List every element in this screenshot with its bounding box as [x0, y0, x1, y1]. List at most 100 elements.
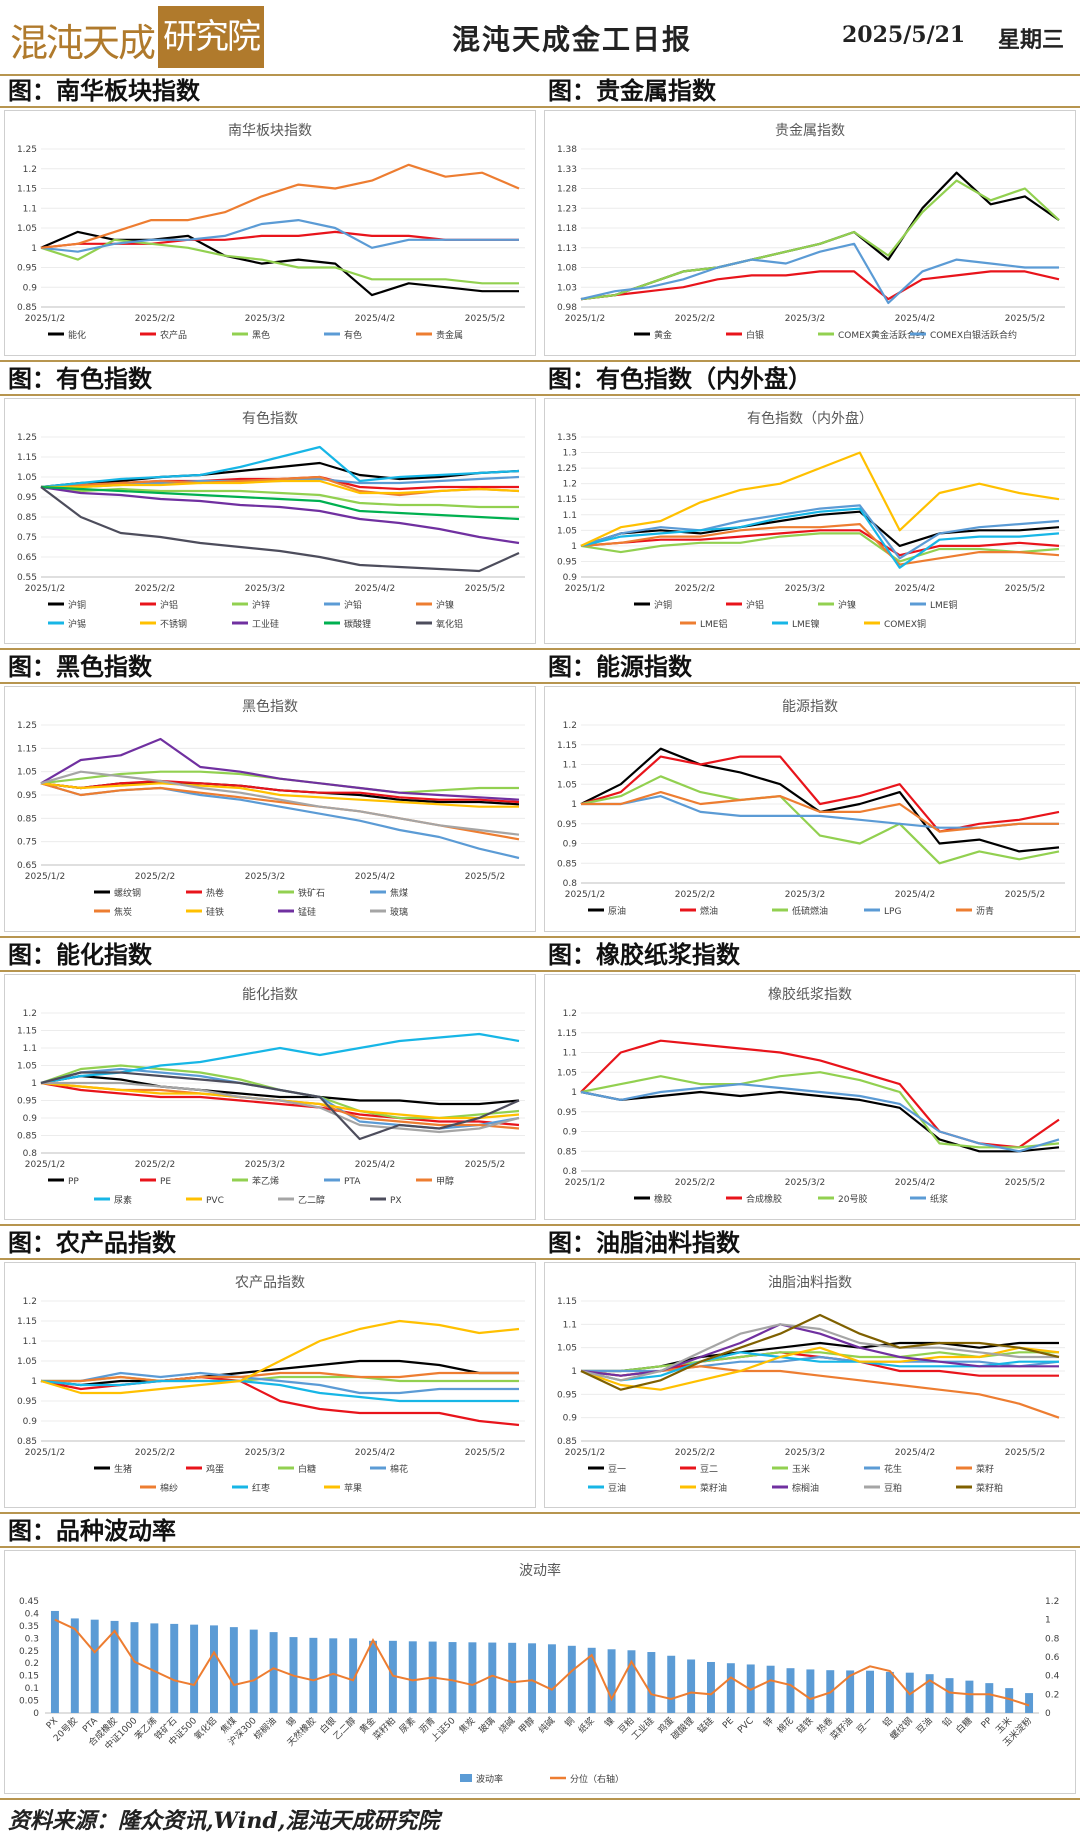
- chart-svg: 有色指数 0.55 0.65 0.75 0.85 0.95 1.05 1.15 1.25 2025…: [17, 410, 525, 630]
- bar-中证1000: [130, 1622, 139, 1713]
- legend-label: 沥青: [976, 905, 994, 917]
- section-divider: [0, 394, 1080, 396]
- x-tick-label: 2025/2/2: [135, 314, 175, 324]
- legend-label: 苯乙烯: [252, 1175, 279, 1187]
- bar-铅: [945, 1678, 954, 1713]
- series-line-COMEX黄金活跃合约: [580, 179, 1060, 301]
- bar-20号胶: [70, 1618, 79, 1713]
- y-tick-label: 1.05: [17, 473, 37, 483]
- y-tick-label: 0.3: [25, 1634, 39, 1644]
- bar-工业硅: [647, 1652, 656, 1713]
- legend-label: 燃油: [700, 905, 718, 917]
- legend-label: 沪铝: [746, 599, 764, 611]
- series-line-COMEX铜: [580, 451, 1060, 547]
- chart-title: 有色指数: [242, 410, 298, 427]
- x-tick-label: 2025/4/2: [355, 1160, 395, 1170]
- y-tick-label: 1: [571, 1088, 577, 1098]
- y-tick-label: 1: [31, 1377, 37, 1387]
- legend-label: 尿素: [114, 1194, 132, 1206]
- x-tick-label: 2025/2/2: [135, 872, 175, 882]
- y-tick-label: 0.85: [17, 814, 37, 824]
- legend-label: 沪锡: [68, 618, 86, 630]
- y-tick-label: 0.75: [17, 533, 37, 543]
- chart-youse: 有色指数 0.55 0.65 0.75 0.85 0.95 1.05 1.15 1.25 2025…: [4, 398, 536, 644]
- bar-PX: [50, 1610, 59, 1713]
- y-tick-label: 1.05: [17, 224, 37, 234]
- legend-label: 玉米: [792, 1463, 810, 1475]
- legend-label: 白银: [746, 329, 764, 341]
- legend-label: 沪铅: [344, 599, 362, 611]
- bar-甲醇: [528, 1643, 537, 1713]
- legend-label: COMEX铜: [884, 618, 926, 630]
- chart-title: 油脂油料指数: [768, 1275, 852, 1291]
- x-tick-label: 2025/3/2: [245, 1160, 285, 1170]
- y-tick-label: 1: [571, 542, 577, 552]
- legend-label: PE: [160, 1177, 171, 1187]
- y-tick-label: 0.05: [19, 1697, 39, 1707]
- legend-label: 沪铝: [160, 599, 178, 611]
- y-tick-label: 0.95: [17, 1097, 37, 1107]
- bar-镍: [607, 1649, 616, 1713]
- x-tick-label: 2025/1/2: [565, 890, 605, 900]
- series-line-红枣: [40, 1379, 519, 1403]
- legend-label: LME铝: [700, 618, 727, 630]
- y-tick-label: 0.45: [19, 1597, 39, 1607]
- series-line-锰硅: [40, 737, 520, 801]
- series-line-沪锌: [40, 485, 519, 509]
- x-tick-label: 镍: [602, 1715, 617, 1730]
- series-line-PE: [40, 1081, 520, 1127]
- bar-纸浆: [587, 1647, 596, 1713]
- x-tick-label: 2025/4/2: [355, 584, 395, 594]
- y-tick-label: 0.95: [17, 264, 37, 274]
- bar-豆粕: [627, 1650, 636, 1713]
- y-tick-label: 0.85: [557, 1437, 577, 1447]
- series-line-硅铁: [40, 782, 519, 808]
- x-tick-label: PP: [980, 1716, 995, 1731]
- legend-label: 豆一: [608, 1464, 626, 1475]
- y-tick-label: 1.1: [563, 761, 577, 771]
- x-tick-label: 2025/1/2: [565, 314, 605, 324]
- x-tick-label: 2025/3/2: [245, 584, 285, 594]
- series-line-苹果: [40, 1319, 520, 1395]
- x-tick-label: 菜籽油: [828, 1715, 856, 1743]
- legend-label: 贵金属: [436, 329, 463, 341]
- bar-沪深300: [249, 1629, 258, 1713]
- series-line-氧化铝: [40, 486, 520, 573]
- legend-label: 菜籽粕: [976, 1482, 1003, 1494]
- x-tick-label: 2025/5/2: [465, 314, 505, 324]
- x-tick-label: 2025/2/2: [675, 1448, 715, 1458]
- chart-nengyuan: 能源指数 0.8 0.85 0.9 0.95 1 1.05 1.1 1.15 1.2 2025/1/…: [544, 686, 1076, 932]
- series-line-燃油: [580, 755, 1060, 833]
- legend-label: 硅铁: [206, 906, 224, 918]
- footer-divider: [0, 1798, 1080, 1800]
- x-tick-label: 2025/4/2: [355, 1448, 395, 1458]
- y-tick-label: 0.9: [23, 283, 38, 293]
- bar-苯乙烯: [150, 1623, 159, 1713]
- x-tick-label: PE: [721, 1716, 736, 1731]
- section-title-nengyuan: 图：能源指数: [548, 652, 692, 681]
- legend-label: 锰硅: [298, 906, 316, 918]
- section-divider: [0, 1224, 1080, 1226]
- series-line-LME铜: [580, 504, 1060, 560]
- series-line-PP: [40, 1074, 520, 1106]
- y-tick-label: 0.95: [557, 820, 577, 830]
- chart-nenghua: 能化指数 0.8 0.85 0.9 0.95 1 1.05 1.1 1.15 1.2 2025/1/…: [4, 974, 536, 1220]
- y-tick-label: 1.2: [23, 165, 37, 175]
- x-tick-label: 2025/3/2: [785, 584, 825, 594]
- chart-title: 有色指数（内外盘）: [747, 410, 873, 427]
- legend-label: 菜籽油: [700, 1482, 727, 1494]
- x-tick-label: 2025/1/2: [25, 314, 65, 324]
- series-line-生猪: [40, 1359, 519, 1387]
- section-title-heise: 图：黑色指数: [8, 652, 152, 681]
- series-line-不锈钢: [41, 479, 520, 495]
- x-tick-label: 豆一: [855, 1715, 876, 1736]
- y-tick-label: 0.98: [557, 303, 577, 313]
- legend-label: 原油: [608, 905, 626, 917]
- series-line-低硫燃油: [580, 775, 1060, 865]
- x-tick-label: 螺纹钢: [887, 1715, 915, 1743]
- series-line-PX: [40, 1071, 520, 1141]
- y-tick-label: 0.15: [19, 1672, 39, 1682]
- legend-label: 橡胶: [654, 1193, 672, 1205]
- y2-tick-label: 0: [1045, 1709, 1051, 1719]
- y-tick-label: 1.03: [557, 283, 577, 293]
